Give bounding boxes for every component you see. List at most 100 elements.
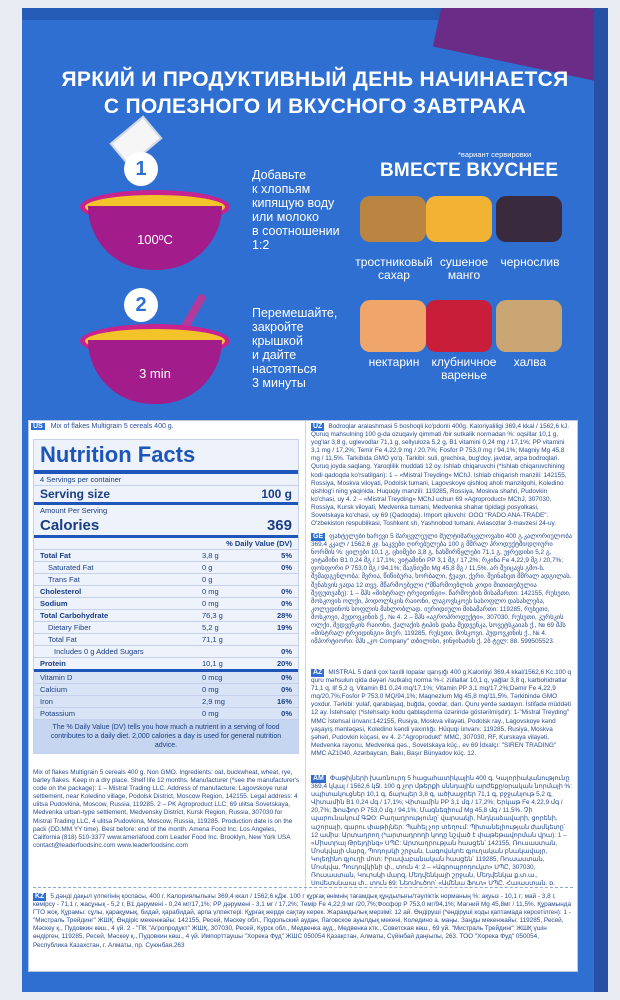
mineral-amount: 0 mg [202,685,219,694]
food-label-nectarine: нектарин [344,356,444,369]
nutrient-amount: 76,3 g [202,611,223,620]
nutrient-name: Total Fat [48,635,77,644]
serving-size-value: 100 g [261,487,292,501]
servings-text: 4 Servings per container [40,475,122,484]
nutrient-amount: 3,8 g [202,551,219,560]
calories-label: Calories [40,517,100,534]
food-label-line: манго [447,268,481,282]
mineral-dv: 0% [281,673,292,682]
mineral-dv: 0% [281,709,292,718]
nutrient-dv: 0% [281,599,292,608]
nutrient-amount: 0 g [202,575,213,584]
az-text: MISTRAL 5 danli çox taxılli lopalar qarı… [311,669,572,757]
mineral-row: Vitamin D 0 mcg 0% [34,672,298,684]
step-2-line: и дайте [252,348,297,362]
nutrient-amount: 71,1 g [202,635,223,644]
lang-tag-us: US [31,423,45,430]
nutrient-row: Sodium 0 mg 0% [34,598,298,610]
nutrient-name: Total Carbohydrate [40,611,109,620]
nutrient-row: Trans Fat 0 g [34,574,298,586]
nutrient-dv: 0% [281,587,292,596]
mineral-amount: 0 mg [202,709,219,718]
step-1-text: Добавьте к хлопьям кипящую воду или моло… [252,168,340,252]
nutrient-row: Total Fat 3,8 g 5% [34,550,298,562]
nutrient-dv: 20% [276,659,292,668]
lang-tag-az: AZ [311,669,325,678]
nectarine-image [360,300,426,352]
food-label-line: клубничное [431,355,497,369]
amount-per-row: Amount Per Serving [34,505,298,516]
kz-text: 5 дәнді дақыл үлпегінің қоспасы, 400 г. … [33,893,572,949]
nutrient-name: Dietary Fiber [48,623,91,632]
bowl-1-label: 100ºС [137,232,173,247]
uz-text-block: UZ Bodroqlar aralashmasi 5 boshoqli ko'pd… [311,423,573,531]
mineral-amount: 0 mcg [202,673,223,682]
step-1-line: к хлопьям [252,182,311,196]
calories-value: 369 [266,517,292,534]
food-label-mango: сушеное манго [414,256,514,282]
mineral-amount: 2,9 mg [202,697,225,706]
food-label-prunes: чернослив [480,256,580,269]
nutrient-name: Cholesterol [40,587,82,596]
nutrient-name: Protein [40,659,66,668]
nutrient-dv: 0% [281,563,292,572]
mineral-dv: 0% [281,685,292,694]
step-1-line: Добавьте [252,168,307,182]
ge-text-block: GE ფანტელები ნარევი 5 მარცვლეული მულტიმარ… [311,533,573,665]
food-label-line: чернослив [500,255,560,269]
step-2-line: крышкой [252,334,303,348]
variant-note: *вариант сервировки [458,150,532,159]
step-1-line: 1:2 [252,238,270,252]
nutrient-row: Total Carbohydrate 76,3 g 28% [34,610,298,622]
nutrient-name: Trans Fat [48,575,80,584]
step-2-text: Перемешайте, закройте крышкой и дайте на… [252,306,337,390]
strawberry-jam-image [426,300,492,352]
food-label-line: сушеное [439,255,489,269]
nutrient-dv: 28% [276,611,292,620]
headline-line-1: ЯРКИЙ И ПРОДУКТИВНЫЙ ДЕНЬ НАЧИНАЕТСЯ [61,68,569,91]
dried-mango-image [426,196,492,242]
ge-text: ფანტელები ნარევი 5 მარცვლეული მულტიმარცვ… [311,533,573,646]
nutrient-dv: 0% [281,647,292,656]
nutrient-amount [202,647,252,656]
step-1-number: 1 [124,152,158,186]
dv-header-row: % Daily Value (DV) [34,538,298,550]
prunes-image [496,196,562,242]
uz-text: Bodroqlar aralashmasi 5 boshoqli ko'pdon… [311,423,570,528]
food-label-halva: халва [480,356,580,369]
calories-row: Calories 369 [34,516,298,538]
food-label-jam: клубничное варенье [414,356,514,382]
nutrient-row: Total Fat 71,1 g [34,634,298,646]
step-1-line: кипящую воду [252,196,335,210]
az-text-block: AZ MISTRAL 5 danli çox taxılli lopalar qa… [311,669,573,769]
step-2-number: 2 [124,288,158,322]
mineral-row: Iron 2,9 mg 16% [34,696,298,708]
food-label-line: халва [513,355,547,369]
serving-size-label: Serving size [40,487,111,501]
headline-line-2: С ПОЛЕЗНОГО И ВКУСНОГО ЗАВТРАКА [103,95,527,118]
column-divider [305,421,306,891]
nutrition-facts-title: Nutrition Facts [34,440,298,474]
us-header: US Mix of flakes Multigrain 5 cereals 40… [31,423,174,430]
nutrition-facts-panel: Nutrition Facts 4 Servings per container… [33,439,299,754]
side-band [594,8,608,992]
info-panel: US Mix of flakes Multigrain 5 cereals 40… [28,420,578,972]
nutrient-amount: 5,2 g [202,623,219,632]
mineral-rows: Vitamin D 0 mcg 0% Calcium 0 mg 0% Iron 2,9 mg 1… [34,672,298,720]
headline: ЯРКИЙ И ПРОДУКТИВНЫЙ ДЕНЬ НАЧИНАЕТСЯ С П… [42,66,588,120]
serving-title: ВМЕСТЕ ВКУСНЕЕ [380,160,559,181]
mineral-name: Calcium [40,685,68,694]
food-label-line: нектарин [368,355,420,369]
nutrient-name: Includes 0 g Added Sugars [54,647,144,656]
nutrient-amount: 0 g [202,563,213,572]
nutrient-name: Total Fat [40,551,71,560]
mineral-name: Potassium [40,709,76,718]
lang-tag-am: AM [311,775,326,784]
mineral-row: Potassium 0 mg 0% [34,708,298,720]
nutrient-name: Sodium [40,599,68,608]
nutrient-row: Dietary Fiber 5,2 g 19% [34,622,298,634]
nutrient-amount: 0 mg [202,599,219,608]
nutrient-row: Cholesterol 0 mg 0% [34,586,298,598]
nutrition-footnote: The % Daily Value (DV) tells you how muc… [34,720,298,753]
mineral-row: Calcium 0 mg 0% [34,684,298,696]
